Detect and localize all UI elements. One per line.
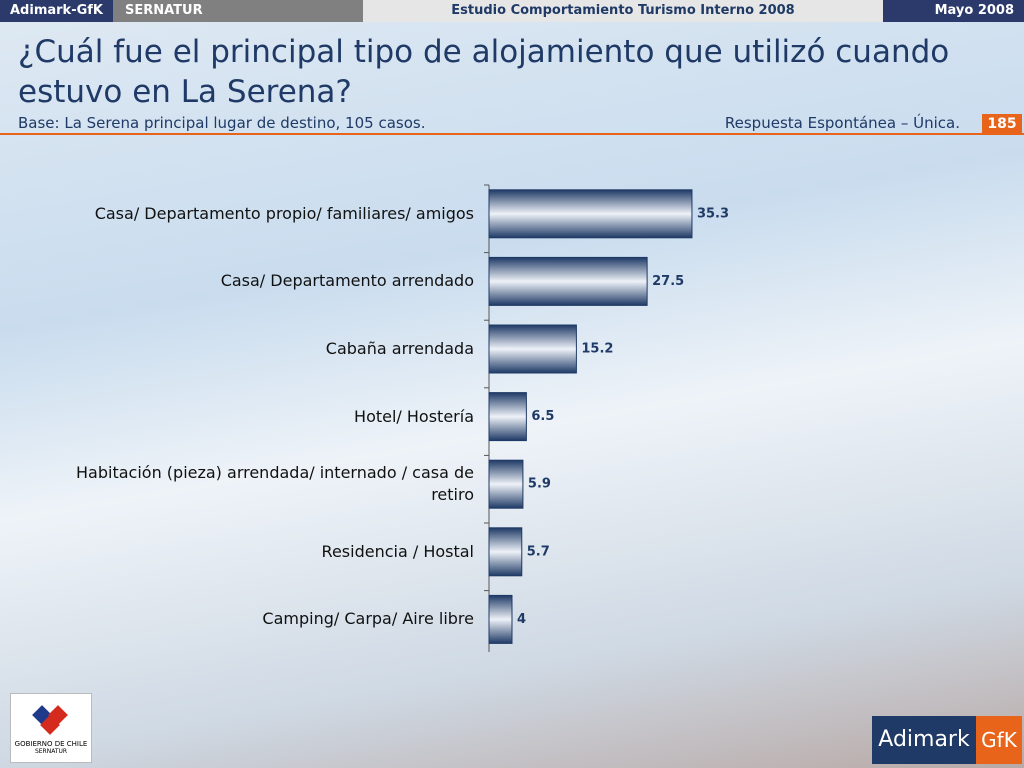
value-label: 5.7 — [527, 544, 550, 559]
category-label: Casa/ Departamento propio/ familiares/ a… — [94, 203, 474, 223]
bar — [488, 459, 524, 509]
client: SERNATUR — [113, 0, 363, 22]
gov-sub: SERNATUR — [34, 748, 68, 755]
rule — [0, 133, 1024, 135]
gov-logo: GOBIERNO DE CHILE SERNATUR — [10, 693, 92, 763]
adimark-logo: Adimark — [872, 716, 976, 764]
gfk-logo: GfK — [976, 716, 1022, 764]
gov-text: GOBIERNO DE CHILE — [14, 740, 88, 748]
bar — [488, 527, 523, 577]
base: Base: La Serena principal lugar de desti… — [18, 114, 426, 132]
category-label: Hotel/ Hostería — [354, 406, 474, 426]
bar — [488, 189, 693, 239]
title: ¿Cuál fue el principal tipo de alojamien… — [18, 34, 950, 110]
category-label: Residencia / Hostal — [321, 541, 474, 561]
value-label: 5.9 — [528, 477, 551, 492]
date: Mayo 2008 — [883, 0, 1024, 22]
category-label: Casa/ Departamento arrendado — [220, 271, 474, 291]
gov-icon — [32, 705, 68, 735]
category-label: Cabaña arrendada — [325, 339, 474, 358]
bar — [488, 256, 648, 306]
category-label: Habitación (pieza) arrendada/ internado … — [76, 463, 474, 505]
brand: Adimark-GfK — [0, 0, 113, 22]
value-label: 27.5 — [652, 274, 684, 289]
value-label: 6.5 — [531, 409, 554, 424]
bar — [488, 324, 577, 374]
value-label: 15.2 — [581, 342, 613, 357]
value-label: 4 — [517, 612, 526, 627]
note: Respuesta Espontánea – Única. — [724, 114, 960, 132]
bar — [488, 594, 513, 644]
value-label: 35.3 — [697, 206, 729, 221]
page-number: 185 — [982, 114, 1022, 134]
study: Estudio Comportamiento Turismo Interno 2… — [363, 0, 883, 22]
bar — [488, 392, 527, 442]
category-label: Camping/ Carpa/ Aire libre — [262, 609, 474, 629]
